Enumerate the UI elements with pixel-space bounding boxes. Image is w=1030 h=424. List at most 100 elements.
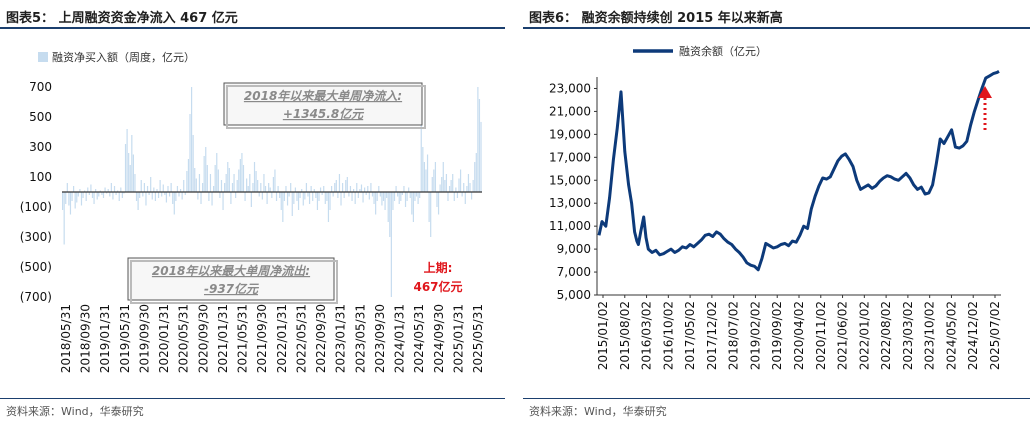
x-tick-label: 2020/01/31 (157, 304, 171, 373)
bar (260, 183, 262, 192)
bar (145, 192, 147, 206)
bar (290, 183, 292, 192)
bar (161, 192, 163, 197)
bar (87, 187, 89, 192)
right-figure: 图表6： 融资余额持续创 2015 年以来新高 融资余额（亿元） 5,000 7,… (523, 0, 1030, 424)
bar (291, 192, 293, 216)
bar (348, 192, 350, 197)
bar (77, 192, 79, 197)
bar (305, 183, 308, 192)
bar (253, 162, 256, 192)
bar (417, 192, 419, 204)
bar (441, 177, 443, 192)
bar (464, 192, 466, 204)
margin-balance-line-chart: 融资余额（亿元） 5,000 7,000 9,000 11,000 13,000 15,0… (549, 44, 1002, 370)
bar (412, 192, 414, 222)
arrow-annotation (978, 86, 992, 130)
bar (268, 183, 270, 192)
bar (263, 174, 265, 192)
bar (112, 192, 114, 200)
bar (134, 174, 136, 192)
bar (370, 183, 372, 192)
bar (168, 192, 171, 197)
source-rule (523, 398, 1030, 399)
bar (426, 154, 429, 192)
bar (470, 192, 473, 200)
x-tick-label: 2023/05/31 (353, 304, 367, 373)
net-buy-bar-chart: 融资净买入额（周度，亿元） 700 500 300 100 (100) (300) (500… (20, 50, 485, 373)
bar (398, 192, 400, 204)
bar (107, 189, 109, 192)
x-tick-label: 2017/05/02 (683, 301, 697, 370)
y-tick-label: 100 (29, 170, 52, 184)
bar (159, 180, 161, 192)
source-note: 资料来源：Wind，华泰研究 (6, 405, 144, 418)
bar (302, 192, 304, 206)
bar (206, 165, 208, 192)
bar (242, 165, 245, 192)
bar (478, 99, 481, 192)
bar (279, 192, 281, 198)
bar (277, 186, 279, 192)
legend-label: 融资净买入额（周度，亿元） (52, 50, 195, 64)
bar (184, 192, 186, 195)
x-tick-label: 2019/05/31 (118, 304, 132, 373)
bar (236, 180, 238, 192)
bar (422, 147, 424, 192)
x-tick-label: 2025/01/31 (451, 304, 465, 373)
bar (434, 162, 437, 192)
bar (164, 192, 166, 195)
bar (411, 192, 413, 215)
bar (453, 192, 455, 201)
bar (316, 192, 319, 210)
bar (463, 183, 465, 192)
y-tick-label: 9,000 (557, 242, 591, 256)
bar (334, 183, 336, 192)
callout-text: -937亿元 (204, 282, 260, 296)
callout-shadow (226, 85, 426, 129)
bar (365, 192, 367, 195)
callout-box (223, 82, 423, 126)
bar (318, 192, 320, 201)
bar (466, 186, 468, 192)
bar (176, 186, 179, 192)
bar (139, 192, 141, 198)
x-tick-label: 2024/01/31 (393, 304, 407, 373)
bar (198, 174, 201, 192)
x-tick-label: 2022/05/31 (294, 304, 308, 373)
bar (351, 192, 353, 201)
bar (249, 174, 251, 192)
bar (63, 192, 65, 245)
x-tick-label: 2018/09/30 (79, 304, 93, 373)
bar (448, 186, 451, 192)
bar (323, 186, 325, 192)
bar (455, 187, 457, 192)
bar (178, 192, 180, 197)
bar (82, 192, 84, 198)
y-tick-label: 13,000 (549, 196, 591, 210)
x-tick-label: 2020/09/30 (196, 304, 210, 373)
bar (162, 184, 164, 192)
bar (338, 174, 341, 192)
bar (395, 186, 397, 192)
bar (335, 180, 337, 192)
bar (99, 190, 101, 192)
bar (150, 177, 152, 192)
callout-text: +1345.8亿元 (283, 107, 365, 121)
bar (420, 87, 422, 192)
bar (458, 178, 460, 192)
bar (353, 189, 355, 192)
bar (76, 192, 78, 203)
bar (480, 121, 482, 192)
bar (437, 192, 440, 215)
bar (444, 180, 446, 192)
bar (452, 174, 454, 192)
bar (384, 192, 386, 210)
x-tick-label: 2019/09/30 (137, 304, 151, 373)
bar (381, 192, 383, 206)
bar (467, 174, 470, 192)
bar (65, 192, 67, 204)
bar (250, 192, 252, 207)
bar (436, 192, 438, 207)
bar (362, 192, 364, 203)
